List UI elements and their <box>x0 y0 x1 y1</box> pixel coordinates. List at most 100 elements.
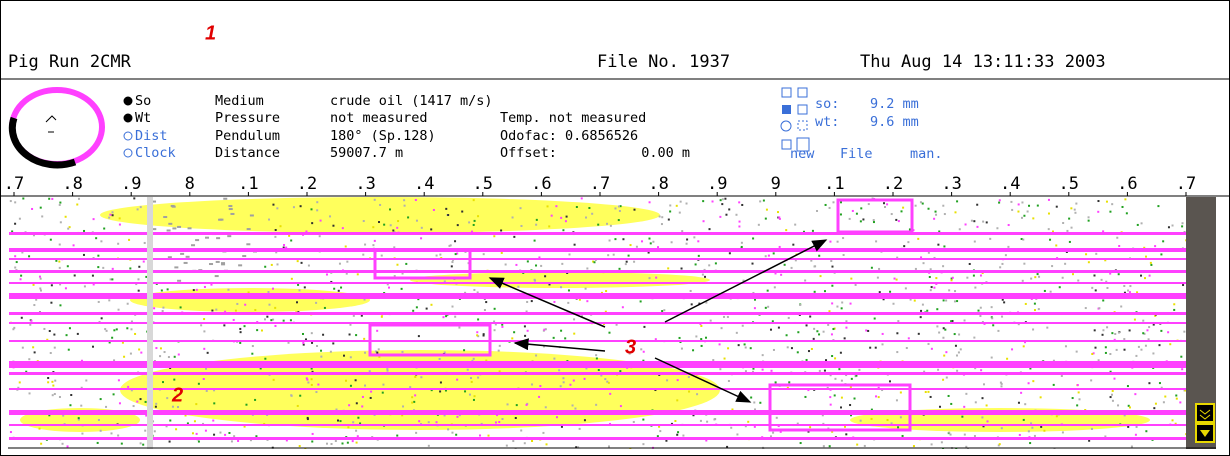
scan-pixel <box>914 300 916 302</box>
scan-pixel <box>1037 273 1039 275</box>
scan-pixel <box>386 368 388 370</box>
scan-pixel <box>831 266 833 268</box>
scan-pixel <box>902 207 904 209</box>
scale-label: .6 <box>1117 174 1137 194</box>
scan-pixel <box>650 242 652 244</box>
action-link[interactable]: File <box>840 146 873 162</box>
scan-pixel <box>750 347 752 349</box>
scan-pixel <box>831 285 833 287</box>
scan-pixel <box>576 206 578 208</box>
scan-pixel <box>116 328 118 330</box>
scan-pixel <box>451 306 453 308</box>
radio-button[interactable] <box>124 97 132 105</box>
scan-pixel <box>628 255 630 257</box>
scan-pixel <box>411 396 413 398</box>
scan-pixel <box>388 287 390 289</box>
scan-pixel <box>169 441 171 443</box>
scan-pixel <box>235 310 237 312</box>
scan-pixel <box>648 238 650 240</box>
scan-pixel <box>614 207 616 209</box>
scan-pixel <box>553 301 555 303</box>
scan-pixel <box>436 421 438 423</box>
scan-pixel <box>1127 426 1129 428</box>
scan-pixel <box>67 228 69 230</box>
scan-pixel <box>966 277 968 279</box>
scan-pixel <box>174 356 176 358</box>
scan-pixel <box>47 381 49 383</box>
scan-pixel <box>889 380 891 382</box>
scan-pixel <box>1028 430 1030 432</box>
scan-pixel <box>526 301 528 303</box>
scan-pixel <box>283 320 285 322</box>
scan-pixel <box>326 443 328 445</box>
scan-pixel <box>1055 244 1057 246</box>
scan-pixel <box>875 240 877 242</box>
option-label[interactable]: So <box>135 93 151 109</box>
scale-label: .3 <box>355 174 375 194</box>
action-link[interactable]: man. <box>910 146 943 162</box>
scan-pixel <box>1109 353 1111 355</box>
scan-pixel <box>873 219 875 221</box>
scan-pixel <box>169 420 171 422</box>
thickness-label: so: <box>815 96 839 112</box>
scan-pixel <box>501 418 503 420</box>
scan-pixel <box>168 356 170 358</box>
scan-pixel <box>655 277 657 279</box>
action-link[interactable]: new <box>790 146 815 162</box>
scan-pixel <box>1023 263 1025 265</box>
scan-pixel <box>804 396 806 398</box>
scan-pixel <box>40 290 42 292</box>
scan-pixel <box>223 198 227 200</box>
scan-pixel <box>622 306 624 308</box>
scan-pixel <box>198 441 200 443</box>
scan-pixel <box>412 310 414 312</box>
scan-pixel <box>1102 329 1104 331</box>
scan-pixel <box>832 201 834 203</box>
scan-pixel <box>551 215 553 217</box>
scan-pixel <box>886 203 888 205</box>
scan-pixel <box>76 204 78 206</box>
scan-pixel <box>54 380 56 382</box>
scan-pixel <box>720 199 722 201</box>
scan-pixel <box>725 214 727 216</box>
scan-pixel <box>209 263 213 265</box>
scan-pixel <box>1031 427 1033 429</box>
option-label[interactable]: Clock <box>135 145 176 161</box>
scan-pixel <box>1142 332 1144 334</box>
scan-pixel <box>474 395 476 397</box>
scan-pixel <box>426 308 428 310</box>
scan-pixel <box>191 244 195 246</box>
scan-pixel <box>867 330 869 332</box>
scan-pixel <box>625 263 627 265</box>
scan-pixel <box>98 419 100 421</box>
info-field: Medium <box>215 93 264 109</box>
scan-pixel <box>332 225 334 227</box>
scrollbar[interactable] <box>1186 197 1216 449</box>
option-label[interactable]: Dist <box>135 128 168 144</box>
scan-pixel <box>1146 329 1148 331</box>
scan-pixel <box>177 226 181 228</box>
radio-button[interactable] <box>124 114 132 122</box>
scan-pixel <box>211 310 213 312</box>
scan-pixel <box>237 440 239 442</box>
scan-pixel <box>703 220 705 222</box>
scan-pixel <box>448 245 450 247</box>
scan-pixel <box>841 397 843 399</box>
scan-pixel <box>607 254 609 256</box>
scan-pixel <box>1137 224 1139 226</box>
scan-pixel <box>586 300 588 302</box>
scan-pixel <box>1123 338 1125 340</box>
scan-pixel <box>244 304 246 306</box>
scan-pixel <box>1074 212 1076 214</box>
scan-pixel <box>640 300 642 302</box>
option-label[interactable]: Wt <box>135 110 151 126</box>
scan-pixel <box>531 440 533 442</box>
scan-pixel <box>255 435 257 437</box>
scan-pixel <box>311 332 313 334</box>
scan-pixel <box>14 255 16 257</box>
scan-pixel <box>759 200 761 202</box>
scan-pixel <box>1120 305 1122 307</box>
scan-pixel <box>494 329 496 331</box>
scan-pixel <box>159 355 161 357</box>
scan-pixel <box>1141 222 1143 224</box>
